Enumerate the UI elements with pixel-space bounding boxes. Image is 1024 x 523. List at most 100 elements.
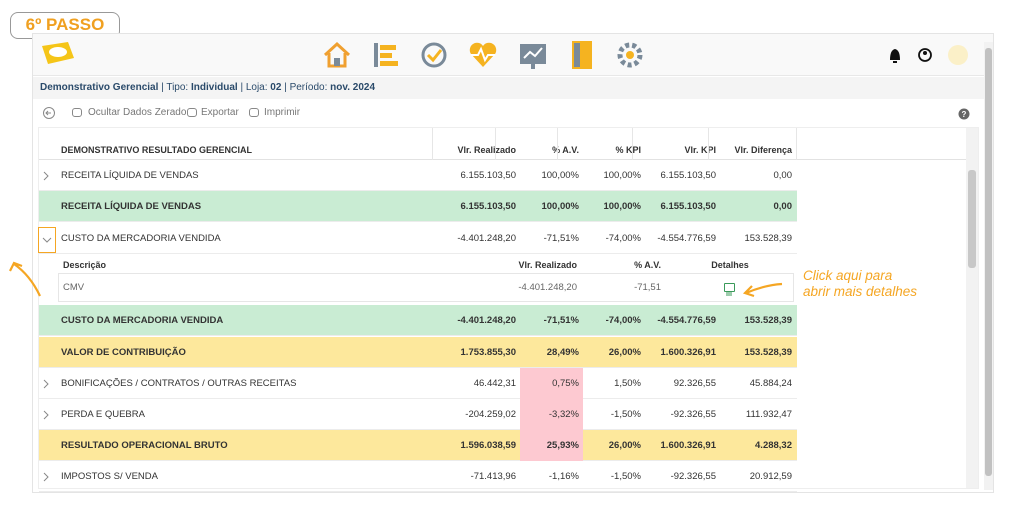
cell-value: 6.155.103,50 <box>460 170 516 181</box>
row-label: RESULTADO OPERACIONAL BRUTO <box>61 440 228 451</box>
cell-value: 46.442,31 <box>473 378 516 389</box>
cell-value: -74,00% <box>605 233 641 244</box>
detail-column-header: Detalhes <box>711 260 749 270</box>
cell-value: 0,00 <box>773 201 793 212</box>
scroll-thumb <box>985 48 992 476</box>
cell-value: 100,00% <box>603 170 641 181</box>
cell-value: -4.554.776,59 <box>657 315 716 326</box>
cell-value: 0,75% <box>552 378 579 389</box>
column-header: % KPI <box>615 145 641 155</box>
table-row <box>39 430 797 461</box>
chevron <box>43 410 49 420</box>
subtitle: Demonstrativo Gerencial | Tipo: Individu… <box>33 77 993 99</box>
subtitle-part: | Período: <box>281 82 331 93</box>
cell-value: -1,50% <box>610 471 641 482</box>
cell-value: 1.600.326,91 <box>660 347 716 358</box>
top-bar <box>33 34 993 76</box>
row-label: CUSTO DA MERCADORIA VENDIDA <box>61 315 224 326</box>
row-expander[interactable] <box>38 164 56 190</box>
table-row <box>39 305 797 336</box>
cell-value: 6.155.103,50 <box>660 201 716 212</box>
table-container <box>38 127 979 489</box>
nav-icons[interactable] <box>320 38 650 72</box>
cell-value: 111.932,47 <box>745 409 792 420</box>
cell-value: 100,00% <box>603 201 641 212</box>
detail-value: -71,51 <box>634 282 661 293</box>
cell-value: -92.326,55 <box>670 409 716 420</box>
row-expander[interactable] <box>38 227 56 253</box>
subtitle-part: Individual <box>191 82 238 93</box>
row-label: VALOR DE CONTRIBUIÇÃO <box>61 347 186 358</box>
column-divider <box>632 128 633 160</box>
detail-row-box <box>58 273 794 302</box>
subtitle-part: | Loja: <box>237 82 271 93</box>
cell-value: 153.528,39 <box>744 347 792 358</box>
table-row <box>39 160 797 191</box>
lines <box>726 292 732 296</box>
toolbar-icon <box>72 108 82 117</box>
cell-value: 25,93% <box>546 440 579 451</box>
cell-value: 26,00% <box>608 440 641 451</box>
column-header: Vlr. Realizado <box>457 145 516 155</box>
detail-column-header: % A.V. <box>634 260 661 270</box>
column-header: DEMONSTRATIVO RESULTADO GERENCIAL <box>61 145 252 155</box>
detail-column-header: Vlr. Realizado <box>518 260 577 270</box>
scroll-thumb <box>968 170 976 268</box>
subtitle-part: 02 <box>270 82 282 93</box>
toolbar-button[interactable]: Ocultar Dados Zerado <box>88 107 187 118</box>
table-row <box>39 191 797 222</box>
chevron <box>42 237 52 243</box>
column-divider <box>495 128 496 160</box>
row-expander[interactable] <box>38 403 56 429</box>
detail-column-header: Descrição <box>63 260 107 270</box>
page-scrollbar <box>984 42 993 490</box>
alert-cell <box>520 368 583 399</box>
user-icons[interactable] <box>886 45 971 67</box>
subtitle-part: nov. 2024 <box>330 82 376 93</box>
table-row <box>39 223 797 254</box>
cell-value: 153.528,39 <box>744 315 792 326</box>
toolbar-icon <box>187 108 197 117</box>
toolbar-icon <box>249 108 259 117</box>
row-label: RECEITA LÍQUIDA DE VENDAS <box>61 170 199 181</box>
row-expander[interactable] <box>38 465 56 491</box>
row-label: CUSTO DA MERCADORIA VENDIDA <box>61 233 221 244</box>
toolbar-button[interactable]: Imprimir <box>264 107 301 118</box>
cell-value: -1,50% <box>610 409 641 420</box>
details-button[interactable] <box>724 283 735 296</box>
cell-value: 92.326,55 <box>673 378 716 389</box>
chevron <box>43 379 49 389</box>
row-label: IMPOSTOS S/ VENDA <box>61 471 158 482</box>
column-header: % A.V. <box>552 145 579 155</box>
cell-value: -4.554.776,59 <box>657 233 716 244</box>
column-divider <box>432 128 433 160</box>
cell-value: 4.288,32 <box>755 440 792 451</box>
alert-cell <box>520 430 583 461</box>
row-expander[interactable] <box>38 372 56 398</box>
cell-value: -92.326,55 <box>670 471 716 482</box>
cell-value: -71,51% <box>543 315 579 326</box>
detail-label: CMV <box>63 282 85 293</box>
help-button[interactable]: ? <box>958 108 970 120</box>
cell-value: -71,51% <box>543 233 579 244</box>
cell-value: -4.401.248,20 <box>457 315 516 326</box>
column-divider <box>708 128 709 160</box>
cell-value: 1.596.038,59 <box>460 440 516 451</box>
alert-cell <box>520 399 583 430</box>
cell-value: 28,49% <box>546 347 579 358</box>
cell-value: 0,00 <box>773 170 793 181</box>
column-header: Vlr. Diferença <box>734 145 792 155</box>
detail-value: -4.401.248,20 <box>518 282 577 293</box>
row-label: RECEITA LÍQUIDA DE VENDAS <box>61 201 202 212</box>
cell-value: 100,00% <box>541 170 579 181</box>
table-row <box>39 399 797 430</box>
cell-value: 1.753.855,30 <box>460 347 516 358</box>
table-row <box>39 337 797 368</box>
column-divider <box>796 128 797 160</box>
back-button[interactable] <box>42 106 56 120</box>
svg-text:?: ? <box>962 110 967 119</box>
toolbar-button[interactable]: Exportar <box>201 107 239 118</box>
annotation-text: Click aqui para <box>803 268 893 283</box>
cell-value: 1.600.326,91 <box>660 440 716 451</box>
column-divider <box>557 128 558 160</box>
